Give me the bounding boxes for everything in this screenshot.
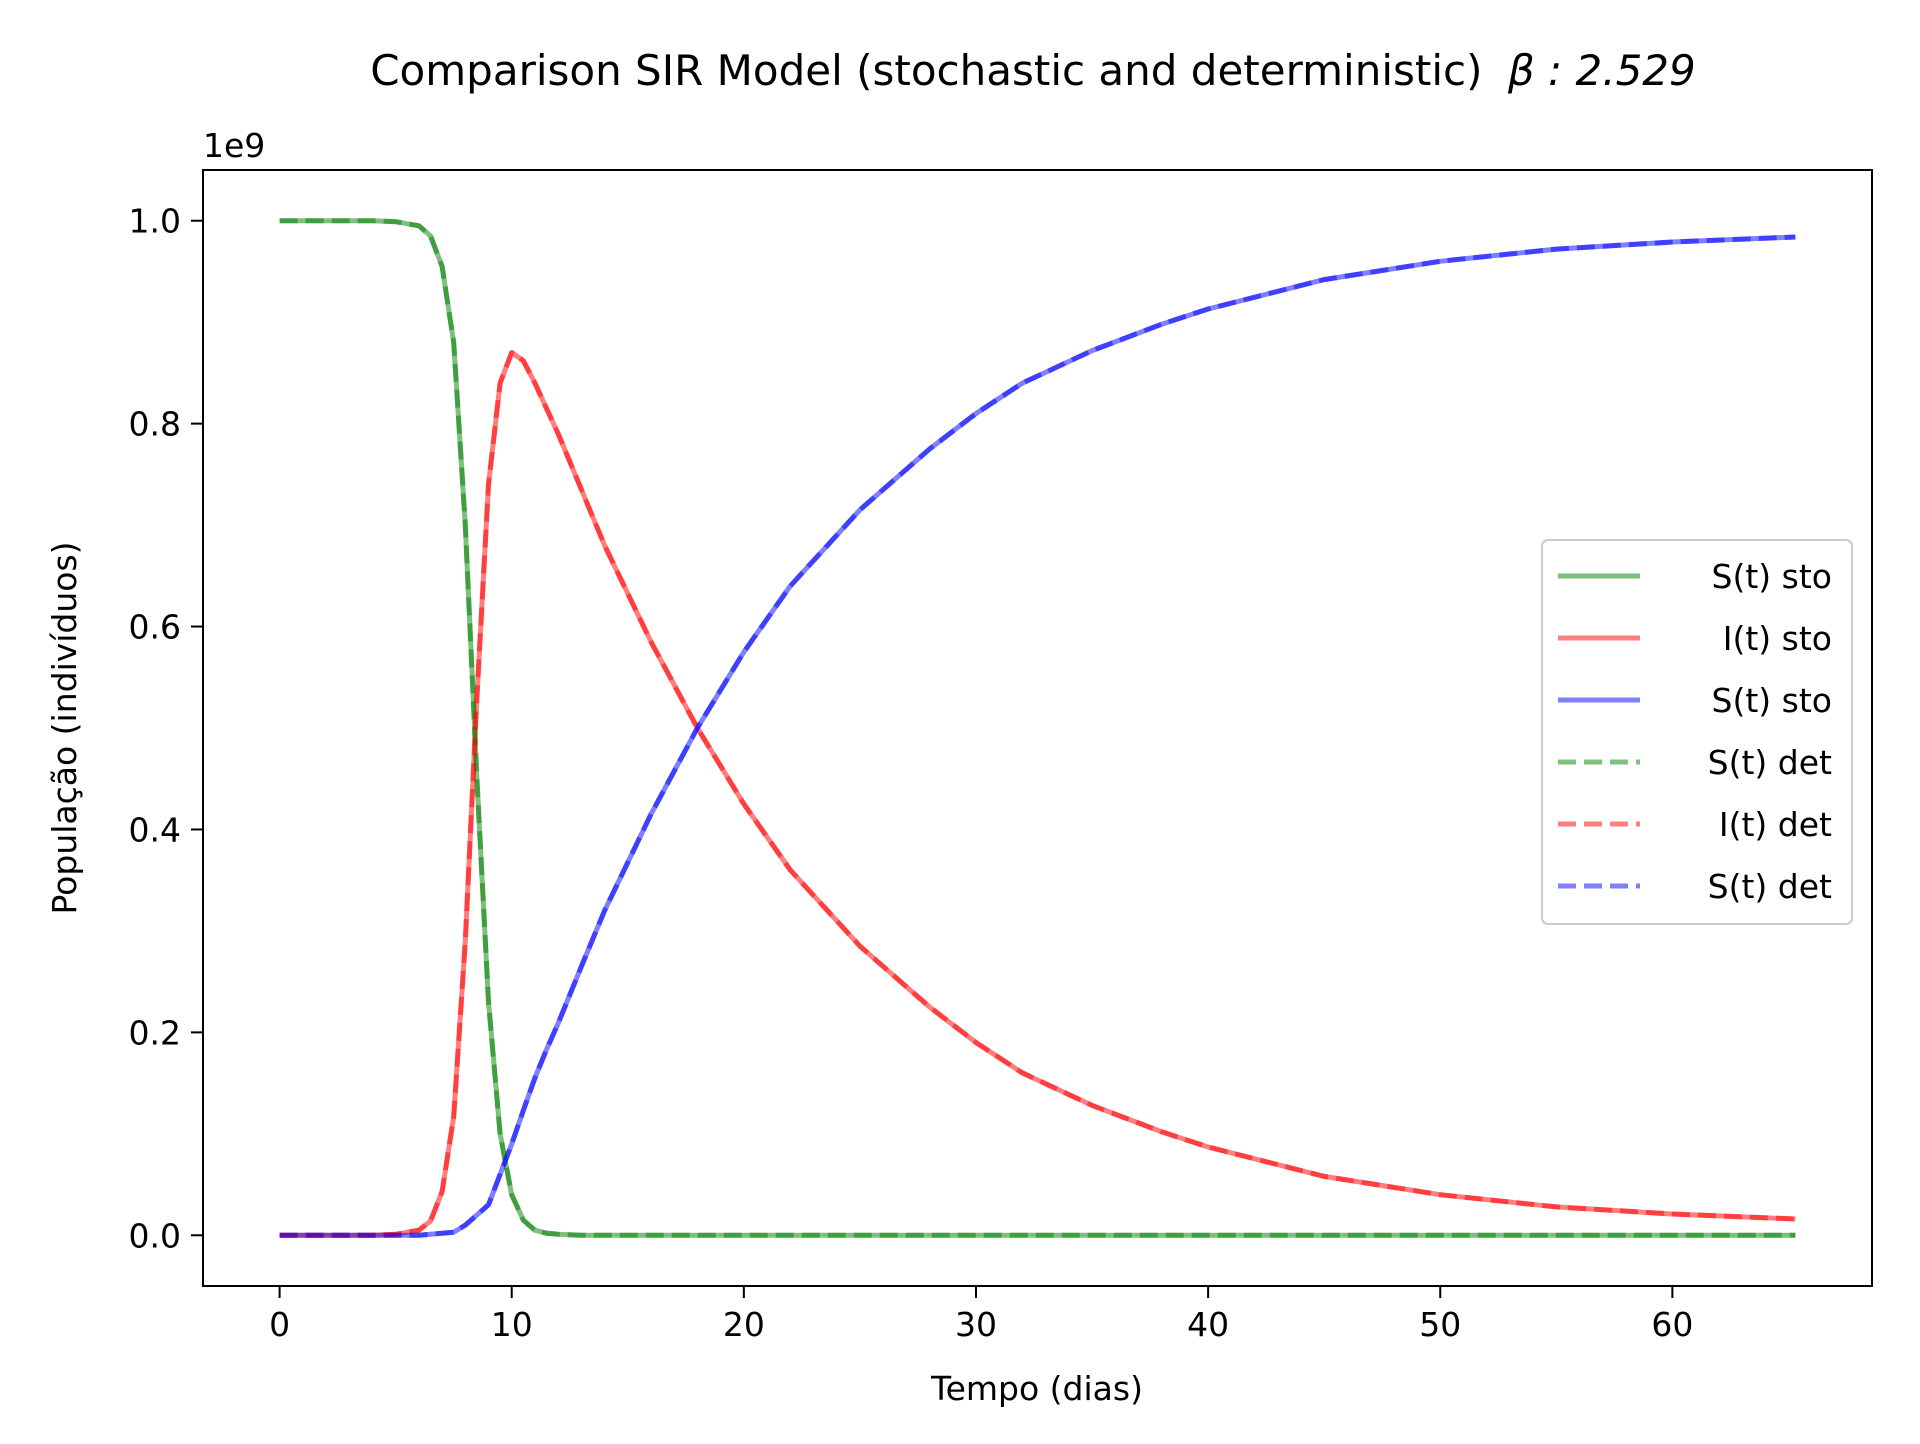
y-offset-label: 1e9 — [203, 126, 265, 165]
x-tick-label: 10 — [491, 1305, 533, 1344]
x-tick-label: 40 — [1187, 1305, 1229, 1344]
legend-label: I(t) sto — [1723, 619, 1832, 658]
y-tick-label: 0.2 — [129, 1013, 181, 1052]
legend-label: S(t) sto — [1712, 557, 1832, 596]
x-tick-label: 30 — [955, 1305, 997, 1344]
plot-area-frame — [202, 169, 1873, 1287]
x-tick-label: 50 — [1419, 1305, 1461, 1344]
x-axis-label: Tempo (dias) — [930, 1369, 1143, 1408]
series-line-6 — [279, 234, 1796, 1238]
y-axis: 0.0 0.2 0.4 0.6 0.8 1.0 — [129, 202, 203, 1255]
y-tick-label: 1.0 — [129, 202, 181, 241]
legend-label: S(t) sto — [1712, 681, 1832, 720]
series-line-4 — [279, 218, 1796, 1238]
chart-title: Comparison SIR Model (stochastic and det… — [370, 46, 1696, 95]
legend-items: S(t) sto I(t) sto S(t) sto S(t) det I(t) det… — [1558, 557, 1832, 906]
legend-label: I(t) det — [1719, 805, 1832, 844]
legend-label: S(t) det — [1708, 743, 1832, 782]
legend-label: S(t) det — [1708, 867, 1832, 906]
x-tick-label: 60 — [1651, 1305, 1693, 1344]
x-tick-label: 0 — [269, 1305, 290, 1344]
y-tick-label: 0.6 — [129, 608, 181, 647]
chart-title-text: Comparison SIR Model (stochastic and det… — [370, 46, 1482, 95]
y-tick-label: 0.0 — [129, 1216, 181, 1255]
y-tick-label: 0.4 — [129, 810, 181, 849]
x-tick-label: 20 — [723, 1305, 765, 1344]
y-axis-label: População (indivíduos) — [45, 541, 84, 914]
legend: S(t) sto I(t) sto S(t) sto S(t) det I(t) det… — [1541, 539, 1853, 925]
series-line-5 — [279, 350, 1796, 1238]
series-layer — [279, 218, 1796, 1238]
y-tick-label: 0.8 — [129, 405, 181, 444]
chart-title-math: β : 2.529 — [1507, 46, 1696, 95]
x-axis: 0 10 20 30 40 50 60 — [269, 1286, 1693, 1344]
